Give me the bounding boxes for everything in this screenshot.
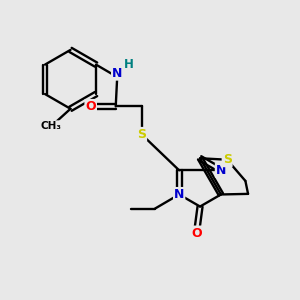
Text: N: N <box>112 67 122 80</box>
Text: H: H <box>124 58 134 70</box>
Text: N: N <box>174 188 184 201</box>
Text: CH₃: CH₃ <box>40 121 61 131</box>
Text: S: S <box>137 128 146 141</box>
Text: S: S <box>223 153 232 166</box>
Text: N: N <box>216 164 226 177</box>
Text: O: O <box>191 226 202 239</box>
Text: O: O <box>85 100 96 113</box>
